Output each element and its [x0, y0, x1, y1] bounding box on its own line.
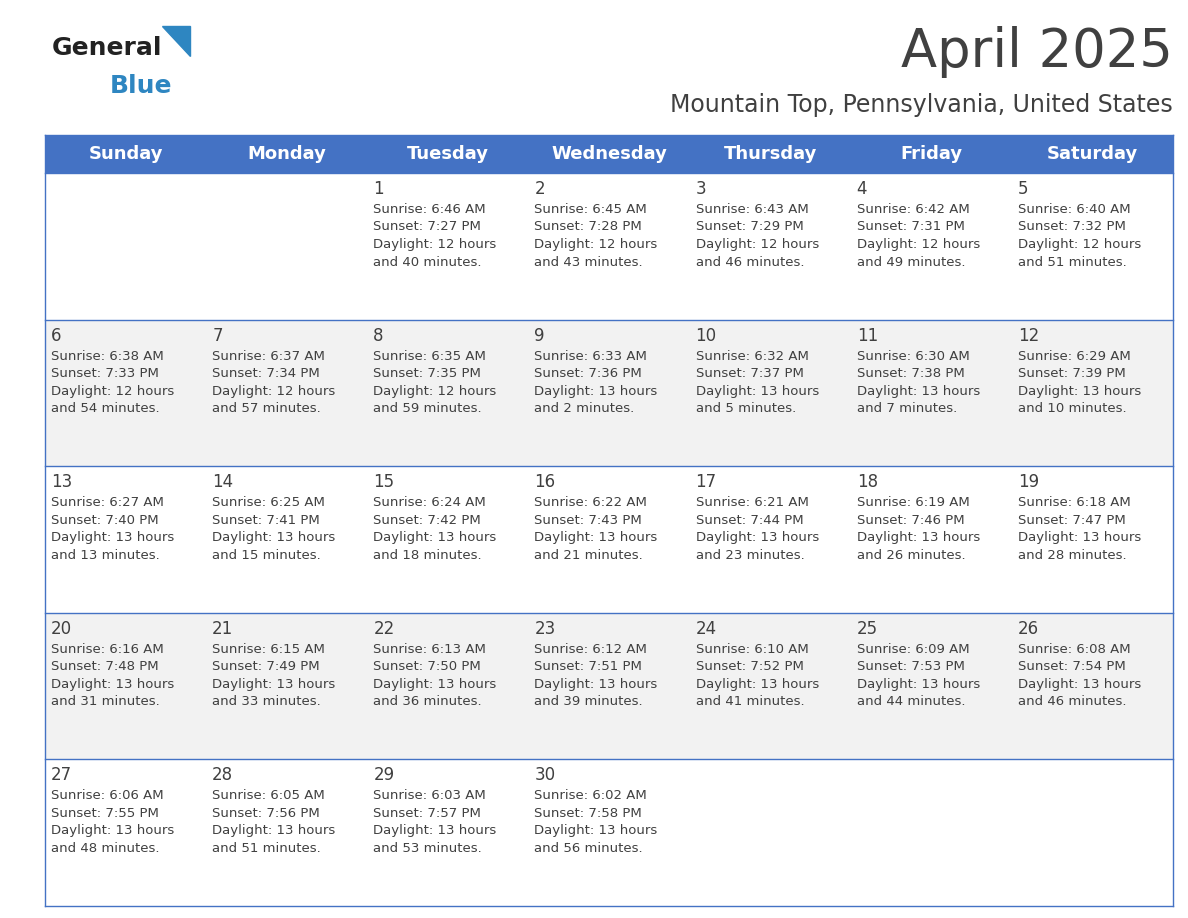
- Text: Sunrise: 6:15 AM
Sunset: 7:49 PM
Daylight: 13 hours
and 33 minutes.: Sunrise: 6:15 AM Sunset: 7:49 PM Dayligh…: [213, 643, 335, 709]
- Text: 15: 15: [373, 473, 394, 491]
- Text: 4: 4: [857, 180, 867, 198]
- Text: Blue: Blue: [110, 74, 172, 98]
- Text: Sunrise: 6:29 AM
Sunset: 7:39 PM
Daylight: 13 hours
and 10 minutes.: Sunrise: 6:29 AM Sunset: 7:39 PM Dayligh…: [1018, 350, 1142, 415]
- Text: Sunrise: 6:42 AM
Sunset: 7:31 PM
Daylight: 12 hours
and 49 minutes.: Sunrise: 6:42 AM Sunset: 7:31 PM Dayligh…: [857, 203, 980, 268]
- Text: Sunrise: 6:05 AM
Sunset: 7:56 PM
Daylight: 13 hours
and 51 minutes.: Sunrise: 6:05 AM Sunset: 7:56 PM Dayligh…: [213, 789, 335, 855]
- Text: 1: 1: [373, 180, 384, 198]
- Text: 14: 14: [213, 473, 233, 491]
- Text: 22: 22: [373, 620, 394, 638]
- Text: Sunrise: 6:22 AM
Sunset: 7:43 PM
Daylight: 13 hours
and 21 minutes.: Sunrise: 6:22 AM Sunset: 7:43 PM Dayligh…: [535, 497, 658, 562]
- Bar: [529, 135, 689, 173]
- Bar: [207, 135, 367, 173]
- Text: Sunrise: 6:40 AM
Sunset: 7:32 PM
Daylight: 12 hours
and 51 minutes.: Sunrise: 6:40 AM Sunset: 7:32 PM Dayligh…: [1018, 203, 1142, 268]
- Text: Sunrise: 6:12 AM
Sunset: 7:51 PM
Daylight: 13 hours
and 39 minutes.: Sunrise: 6:12 AM Sunset: 7:51 PM Dayligh…: [535, 643, 658, 709]
- Text: Sunrise: 6:19 AM
Sunset: 7:46 PM
Daylight: 13 hours
and 26 minutes.: Sunrise: 6:19 AM Sunset: 7:46 PM Dayligh…: [857, 497, 980, 562]
- Text: Saturday: Saturday: [1047, 145, 1138, 163]
- Text: 29: 29: [373, 767, 394, 784]
- Bar: [45, 135, 207, 173]
- Text: 10: 10: [695, 327, 716, 344]
- Bar: [1012, 135, 1173, 173]
- Text: Sunrise: 6:02 AM
Sunset: 7:58 PM
Daylight: 13 hours
and 56 minutes.: Sunrise: 6:02 AM Sunset: 7:58 PM Dayligh…: [535, 789, 658, 855]
- Text: 17: 17: [695, 473, 716, 491]
- Text: Sunrise: 6:09 AM
Sunset: 7:53 PM
Daylight: 13 hours
and 44 minutes.: Sunrise: 6:09 AM Sunset: 7:53 PM Dayligh…: [857, 643, 980, 709]
- Text: Sunday: Sunday: [88, 145, 163, 163]
- Text: Sunrise: 6:06 AM
Sunset: 7:55 PM
Daylight: 13 hours
and 48 minutes.: Sunrise: 6:06 AM Sunset: 7:55 PM Dayligh…: [51, 789, 175, 855]
- Text: 21: 21: [213, 620, 233, 638]
- Text: Sunrise: 6:03 AM
Sunset: 7:57 PM
Daylight: 13 hours
and 53 minutes.: Sunrise: 6:03 AM Sunset: 7:57 PM Dayligh…: [373, 789, 497, 855]
- Text: Sunrise: 6:38 AM
Sunset: 7:33 PM
Daylight: 12 hours
and 54 minutes.: Sunrise: 6:38 AM Sunset: 7:33 PM Dayligh…: [51, 350, 175, 415]
- Text: Sunrise: 6:25 AM
Sunset: 7:41 PM
Daylight: 13 hours
and 15 minutes.: Sunrise: 6:25 AM Sunset: 7:41 PM Dayligh…: [213, 497, 335, 562]
- Text: 7: 7: [213, 327, 222, 344]
- Text: 16: 16: [535, 473, 556, 491]
- Text: Monday: Monday: [247, 145, 327, 163]
- Text: Sunrise: 6:30 AM
Sunset: 7:38 PM
Daylight: 13 hours
and 7 minutes.: Sunrise: 6:30 AM Sunset: 7:38 PM Dayligh…: [857, 350, 980, 415]
- Bar: [367, 135, 529, 173]
- Text: Sunrise: 6:13 AM
Sunset: 7:50 PM
Daylight: 13 hours
and 36 minutes.: Sunrise: 6:13 AM Sunset: 7:50 PM Dayligh…: [373, 643, 497, 709]
- Text: Mountain Top, Pennsylvania, United States: Mountain Top, Pennsylvania, United State…: [670, 93, 1173, 117]
- Text: Sunrise: 6:16 AM
Sunset: 7:48 PM
Daylight: 13 hours
and 31 minutes.: Sunrise: 6:16 AM Sunset: 7:48 PM Dayligh…: [51, 643, 175, 709]
- Text: 24: 24: [695, 620, 716, 638]
- Text: April 2025: April 2025: [902, 26, 1173, 78]
- Bar: [45, 173, 1173, 319]
- Text: 2: 2: [535, 180, 545, 198]
- Text: 5: 5: [1018, 180, 1029, 198]
- Text: Tuesday: Tuesday: [406, 145, 488, 163]
- Text: 6: 6: [51, 327, 62, 344]
- Text: 11: 11: [857, 327, 878, 344]
- Polygon shape: [162, 26, 190, 56]
- Text: Sunrise: 6:45 AM
Sunset: 7:28 PM
Daylight: 12 hours
and 43 minutes.: Sunrise: 6:45 AM Sunset: 7:28 PM Dayligh…: [535, 203, 658, 268]
- Text: 28: 28: [213, 767, 233, 784]
- Text: 30: 30: [535, 767, 556, 784]
- Text: Sunrise: 6:10 AM
Sunset: 7:52 PM
Daylight: 13 hours
and 41 minutes.: Sunrise: 6:10 AM Sunset: 7:52 PM Dayligh…: [695, 643, 819, 709]
- Text: Sunrise: 6:21 AM
Sunset: 7:44 PM
Daylight: 13 hours
and 23 minutes.: Sunrise: 6:21 AM Sunset: 7:44 PM Dayligh…: [695, 497, 819, 562]
- Text: Sunrise: 6:46 AM
Sunset: 7:27 PM
Daylight: 12 hours
and 40 minutes.: Sunrise: 6:46 AM Sunset: 7:27 PM Dayligh…: [373, 203, 497, 268]
- Text: 18: 18: [857, 473, 878, 491]
- Text: 3: 3: [695, 180, 706, 198]
- Bar: [689, 135, 851, 173]
- Text: 13: 13: [51, 473, 72, 491]
- Text: Sunrise: 6:43 AM
Sunset: 7:29 PM
Daylight: 12 hours
and 46 minutes.: Sunrise: 6:43 AM Sunset: 7:29 PM Dayligh…: [695, 203, 819, 268]
- Text: Sunrise: 6:37 AM
Sunset: 7:34 PM
Daylight: 12 hours
and 57 minutes.: Sunrise: 6:37 AM Sunset: 7:34 PM Dayligh…: [213, 350, 335, 415]
- Text: Sunrise: 6:35 AM
Sunset: 7:35 PM
Daylight: 12 hours
and 59 minutes.: Sunrise: 6:35 AM Sunset: 7:35 PM Dayligh…: [373, 350, 497, 415]
- Bar: [45, 466, 1173, 613]
- Text: 26: 26: [1018, 620, 1040, 638]
- Text: Friday: Friday: [901, 145, 962, 163]
- Text: 19: 19: [1018, 473, 1040, 491]
- Text: Sunrise: 6:33 AM
Sunset: 7:36 PM
Daylight: 13 hours
and 2 minutes.: Sunrise: 6:33 AM Sunset: 7:36 PM Dayligh…: [535, 350, 658, 415]
- Text: 12: 12: [1018, 327, 1040, 344]
- Text: Sunrise: 6:24 AM
Sunset: 7:42 PM
Daylight: 13 hours
and 18 minutes.: Sunrise: 6:24 AM Sunset: 7:42 PM Dayligh…: [373, 497, 497, 562]
- Text: Thursday: Thursday: [723, 145, 817, 163]
- Text: Wednesday: Wednesday: [551, 145, 666, 163]
- Bar: [851, 135, 1012, 173]
- Text: Sunrise: 6:08 AM
Sunset: 7:54 PM
Daylight: 13 hours
and 46 minutes.: Sunrise: 6:08 AM Sunset: 7:54 PM Dayligh…: [1018, 643, 1142, 709]
- Text: General: General: [52, 36, 163, 60]
- Text: 23: 23: [535, 620, 556, 638]
- Bar: [45, 319, 1173, 466]
- Text: Sunrise: 6:27 AM
Sunset: 7:40 PM
Daylight: 13 hours
and 13 minutes.: Sunrise: 6:27 AM Sunset: 7:40 PM Dayligh…: [51, 497, 175, 562]
- Text: 9: 9: [535, 327, 545, 344]
- Text: 20: 20: [51, 620, 72, 638]
- Bar: [45, 613, 1173, 759]
- Text: Sunrise: 6:18 AM
Sunset: 7:47 PM
Daylight: 13 hours
and 28 minutes.: Sunrise: 6:18 AM Sunset: 7:47 PM Dayligh…: [1018, 497, 1142, 562]
- Text: 8: 8: [373, 327, 384, 344]
- Text: Sunrise: 6:32 AM
Sunset: 7:37 PM
Daylight: 13 hours
and 5 minutes.: Sunrise: 6:32 AM Sunset: 7:37 PM Dayligh…: [695, 350, 819, 415]
- Bar: [45, 759, 1173, 906]
- Text: 25: 25: [857, 620, 878, 638]
- Text: 27: 27: [51, 767, 72, 784]
